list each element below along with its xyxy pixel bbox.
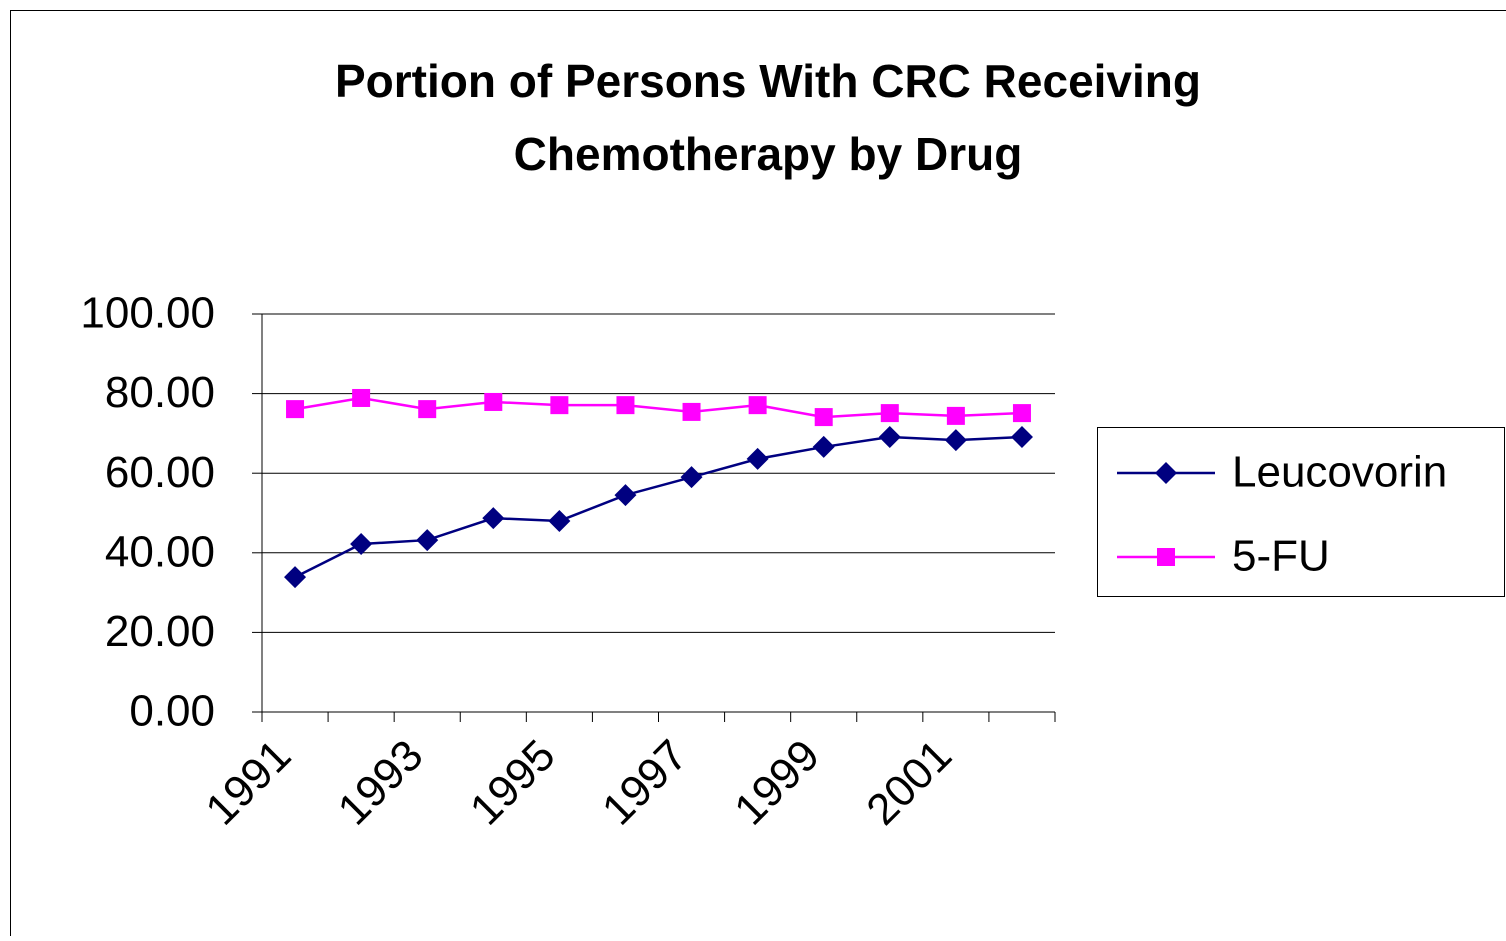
data-point: [418, 400, 436, 418]
data-point: [352, 389, 370, 407]
data-point: [815, 408, 833, 426]
legend-marker: [1157, 548, 1175, 566]
legend-label: Leucovorin: [1232, 448, 1447, 497]
data-point: [749, 396, 767, 414]
data-point: [881, 404, 899, 422]
data-point: [616, 396, 634, 414]
data-point: [286, 400, 304, 418]
data-point: [1013, 404, 1031, 422]
data-point: [683, 403, 701, 421]
y-tick-label: 20.00: [105, 607, 215, 656]
y-tick-label: 60.00: [105, 448, 215, 497]
y-tick-label: 100.00: [80, 289, 215, 338]
y-tick-label: 80.00: [105, 368, 215, 417]
y-tick-label: 40.00: [105, 527, 215, 576]
legend-label: 5-FU: [1232, 532, 1330, 581]
data-point: [484, 393, 502, 411]
data-point: [550, 396, 568, 414]
y-tick-label: 0.00: [129, 687, 215, 736]
legend: Leucovorin 5-FU: [1098, 428, 1505, 597]
data-point: [947, 407, 965, 425]
